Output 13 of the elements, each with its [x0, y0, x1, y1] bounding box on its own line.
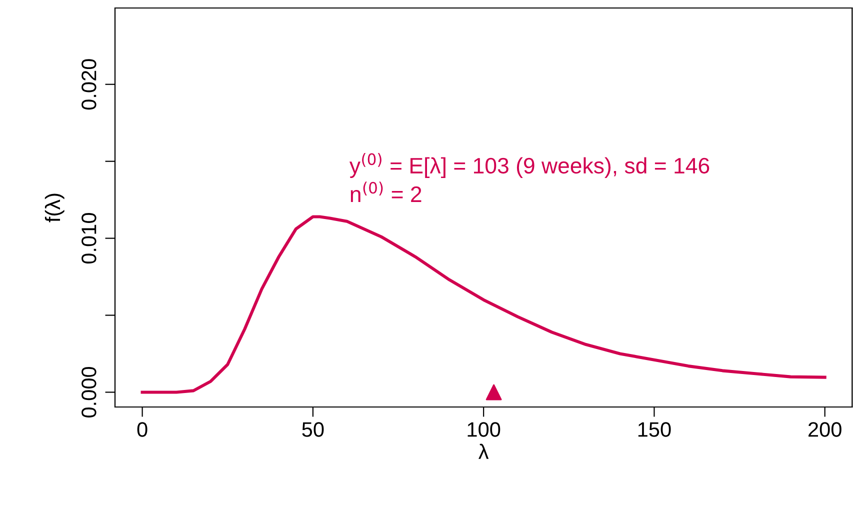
y-tick-label: 0.010 — [82, 213, 96, 264]
y-tick-label: 0.020 — [82, 59, 96, 110]
x-tick-label: 100 — [468, 422, 500, 437]
x-tick-label: 150 — [638, 422, 671, 437]
y-axis-title: f(λ) — [44, 194, 64, 222]
x-tick-label: 0 — [137, 422, 148, 437]
x-tick-label: 50 — [302, 422, 324, 437]
annotation: y$^{(0)}$ = E[λ] = 103 (9 weeks), sd = 146 — [349, 153, 710, 178]
x-axis-title: λ — [478, 444, 489, 459]
annotation: n$^{(0)}$ = 2 — [350, 182, 422, 202]
y-tick-label: 0.000 — [82, 366, 96, 418]
x-tick-label: 200 — [808, 422, 842, 437]
line-series — [140, 215, 826, 394]
